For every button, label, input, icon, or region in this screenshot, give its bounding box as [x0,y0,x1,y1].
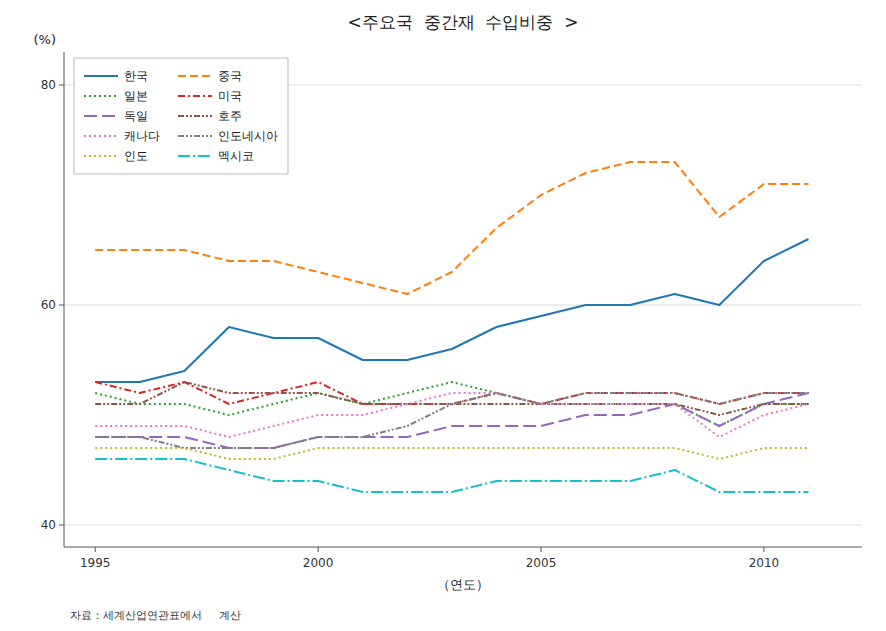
y-tick [59,525,64,526]
y-tick-label: 40 [41,518,56,532]
x-tick-label: 2010 [749,556,780,570]
legend-label: 미국 [218,89,242,103]
series-line [95,448,808,459]
legend-box [74,58,288,174]
x-tick [541,547,542,552]
y-axis-label: (%) [34,32,57,47]
legend-label: 멕시코 [218,149,254,163]
legend-swatch [178,155,212,157]
series-line [95,162,808,294]
legend-label: 인도 [124,149,148,163]
x-axis [64,547,862,548]
legend-label: 캐나다 [124,129,160,143]
x-tick [763,547,764,552]
series-line [95,393,808,448]
legend-swatch [178,75,212,77]
y-tick [59,305,64,306]
series-line [95,459,808,492]
grid-line [64,525,862,526]
x-tick-label: 2000 [303,556,334,570]
legend-swatch [84,95,118,97]
y-tick-label: 60 [41,298,56,312]
legend-swatch [178,135,212,137]
chart: <주요국 중간재 수입비중 > 40 60 80 1995 2000 2005 2010 （연도… [0,0,886,631]
legend-swatch [84,155,118,157]
legend-label: 인도네시아 [218,129,278,143]
legend-label: 일본 [124,89,148,103]
series-line [95,382,808,404]
legend-swatch [84,75,118,77]
x-tick-label: 2005 [526,556,557,570]
legend: 한국 중국일본 미국독일 호주캐나다 인도네시아인도 멕시코 [74,58,288,174]
source-note: 자료：세계산업연관표에서 계산 [70,609,241,622]
legend-swatch [84,135,118,137]
series-line [95,393,808,448]
x-tick [318,547,319,552]
y-tick-label: 80 [41,78,56,92]
legend-label: 호주 [218,109,242,123]
x-tick [95,547,96,552]
series-line [95,239,808,382]
legend-label: 중국 [218,69,242,83]
legend-swatch [84,115,118,117]
series-line [95,382,808,415]
y-tick [59,85,64,86]
grid-line [64,305,862,306]
legend-swatch [178,115,212,117]
legend-label: 독일 [124,109,148,123]
legend-swatch [178,95,212,97]
x-tick-label: 1995 [80,556,111,570]
lines [95,162,808,492]
y-axis [64,52,65,547]
legend-label: 한국 [124,69,148,83]
x-axis-label: （연도） [437,577,489,592]
title: <주요국 중간재 수입비중 > [348,12,579,32]
